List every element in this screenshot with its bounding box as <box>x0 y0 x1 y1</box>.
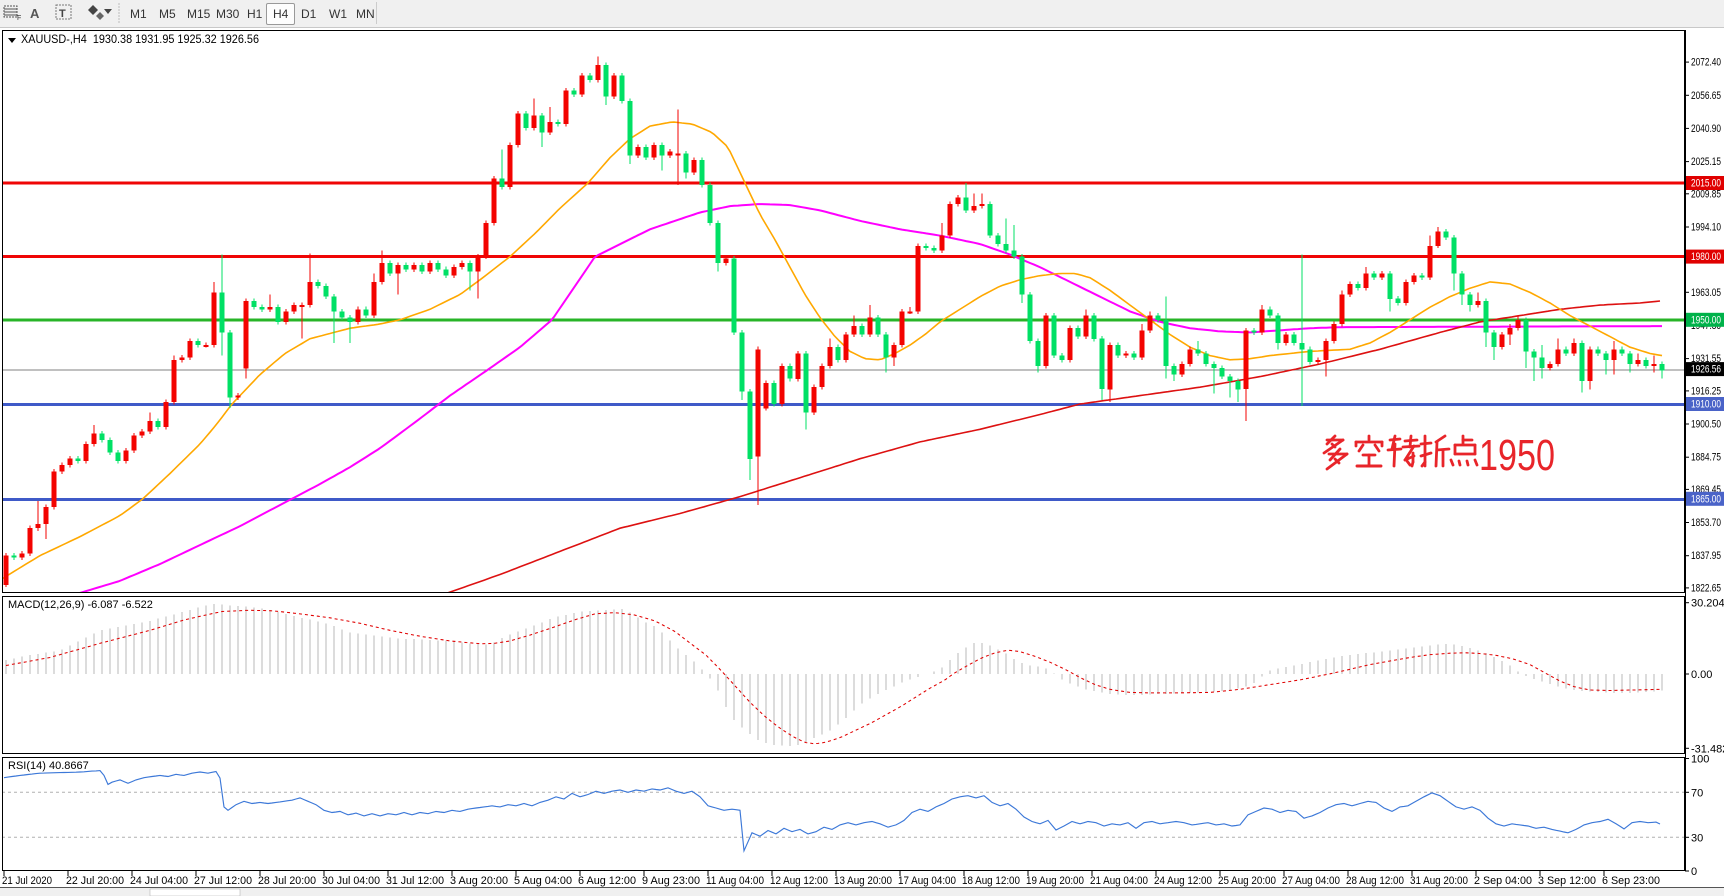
svg-text:6 Aug 12:00: 6 Aug 12:00 <box>578 875 636 887</box>
svg-text:1950: 1950 <box>1479 431 1555 480</box>
svg-text:27 Jul 12:00: 27 Jul 12:00 <box>194 875 252 887</box>
svg-text:1900.50: 1900.50 <box>1691 419 1721 431</box>
svg-text:1963.05: 1963.05 <box>1691 287 1721 299</box>
svg-text:1865.00: 1865.00 <box>1691 493 1721 505</box>
svg-text:13 Aug 20:00: 13 Aug 20:00 <box>834 875 892 887</box>
svg-text:-31.482: -31.482 <box>1691 743 1724 755</box>
svg-text:5 Aug 04:00: 5 Aug 04:00 <box>514 875 572 887</box>
svg-text:2015.00: 2015.00 <box>1691 178 1721 190</box>
svg-text:XAUUSD-,H4 1930.38 1931.95 19: XAUUSD-,H4 1930.38 1931.95 1925.32 1926.… <box>21 32 259 46</box>
svg-text:24 Jul 04:00: 24 Jul 04:00 <box>130 875 188 887</box>
svg-text:28 Aug 12:00: 28 Aug 12:00 <box>1346 875 1404 887</box>
svg-text:12 Aug 12:00: 12 Aug 12:00 <box>770 875 828 887</box>
svg-text:31 Aug 20:00: 31 Aug 20:00 <box>1410 875 1468 887</box>
svg-text:2 Sep 04:00: 2 Sep 04:00 <box>1474 875 1532 887</box>
svg-text:2040.90: 2040.90 <box>1691 123 1721 135</box>
svg-text:RSI(14) 40.8667: RSI(14) 40.8667 <box>8 760 89 772</box>
svg-text:1853.70: 1853.70 <box>1691 517 1721 529</box>
svg-text:1950.00: 1950.00 <box>1691 314 1721 326</box>
svg-text:19 Aug 20:00: 19 Aug 20:00 <box>1026 875 1084 887</box>
svg-text:2009.85: 2009.85 <box>1691 188 1721 200</box>
svg-text:1837.95: 1837.95 <box>1691 550 1721 562</box>
svg-text:28 Jul 20:00: 28 Jul 20:00 <box>258 875 316 887</box>
svg-text:31 Jul 12:00: 31 Jul 12:00 <box>386 875 444 887</box>
svg-text:22 Jul 20:00: 22 Jul 20:00 <box>66 875 124 887</box>
svg-text:1822.65: 1822.65 <box>1691 582 1721 594</box>
svg-text:MACD(12,26,9) -6.087 -6.522: MACD(12,26,9) -6.087 -6.522 <box>8 599 153 611</box>
svg-text:2072.40: 2072.40 <box>1691 57 1721 69</box>
svg-text:3 Aug 20:00: 3 Aug 20:00 <box>450 875 508 887</box>
svg-text:9 Aug 23:00: 9 Aug 23:00 <box>642 875 700 887</box>
svg-text:0: 0 <box>1691 866 1697 878</box>
svg-text:2025.15: 2025.15 <box>1691 156 1721 168</box>
svg-text:A: A <box>30 6 40 21</box>
svg-text:24 Aug 12:00: 24 Aug 12:00 <box>1154 875 1212 887</box>
svg-text:2056.65: 2056.65 <box>1691 90 1721 102</box>
svg-text:25 Aug 20:00: 25 Aug 20:00 <box>1218 875 1276 887</box>
svg-text:6 Sep 23:00: 6 Sep 23:00 <box>1602 875 1660 887</box>
svg-text:21 Jul 2020: 21 Jul 2020 <box>2 875 52 887</box>
svg-text:100: 100 <box>1691 754 1709 766</box>
svg-text:1980.00: 1980.00 <box>1691 251 1721 263</box>
svg-text:21 Aug 04:00: 21 Aug 04:00 <box>1090 875 1148 887</box>
svg-text:30: 30 <box>1691 832 1703 844</box>
svg-text:70: 70 <box>1691 787 1703 799</box>
svg-text:30.204: 30.204 <box>1691 598 1724 610</box>
svg-text:0.00: 0.00 <box>1691 669 1712 681</box>
svg-text:30 Jul 04:00: 30 Jul 04:00 <box>322 875 380 887</box>
svg-text:1994.10: 1994.10 <box>1691 222 1721 234</box>
svg-text:1916.25: 1916.25 <box>1691 385 1721 397</box>
svg-text:11 Aug 04:00: 11 Aug 04:00 <box>706 875 764 887</box>
svg-text:3 Sep 12:00: 3 Sep 12:00 <box>1538 875 1596 887</box>
svg-text:17 Aug 04:00: 17 Aug 04:00 <box>898 875 956 887</box>
svg-text:F: F <box>17 15 21 22</box>
svg-text:1884.75: 1884.75 <box>1691 452 1721 464</box>
svg-text:27 Aug 04:00: 27 Aug 04:00 <box>1282 875 1340 887</box>
svg-text:T: T <box>59 8 66 20</box>
svg-text:1910.00: 1910.00 <box>1691 399 1721 411</box>
svg-text:18 Aug 12:00: 18 Aug 12:00 <box>962 875 1020 887</box>
svg-text:1926.56: 1926.56 <box>1691 364 1721 376</box>
